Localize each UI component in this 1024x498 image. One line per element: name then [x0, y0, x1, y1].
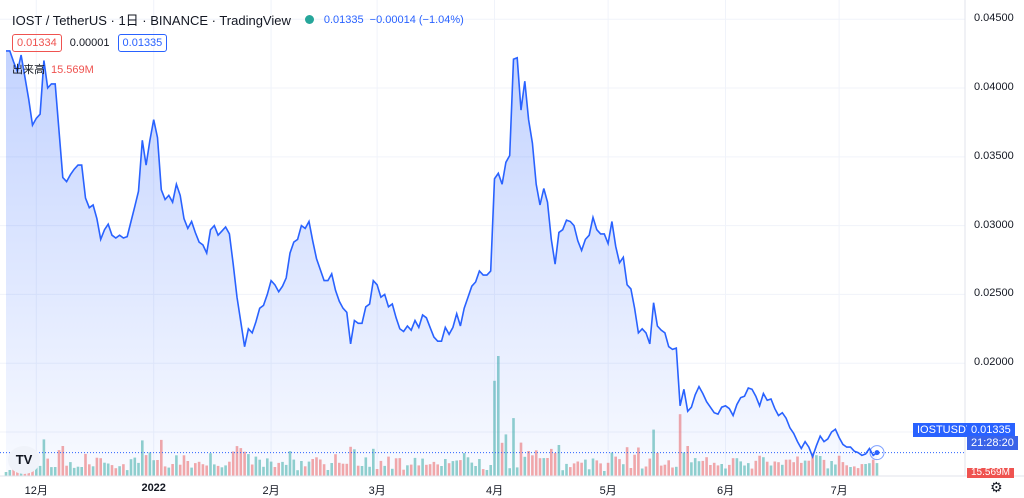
price-line	[6, 50, 878, 460]
bid-ask-row: 0.01334 0.00001 0.01335	[12, 34, 168, 52]
price-tick-label: 0.04000	[974, 81, 1014, 94]
tradingview-logo-icon[interactable]: TV	[8, 446, 40, 474]
price-tick-label: 0.02000	[974, 356, 1014, 369]
gear-icon[interactable]: ⚙	[990, 479, 1003, 495]
price-tick-label: 0.03500	[974, 149, 1014, 162]
buy-price-button[interactable]: 0.01335	[117, 34, 168, 52]
sell-price-button[interactable]: 0.01334	[12, 34, 62, 52]
time-tick-label: 5月	[599, 485, 617, 497]
time-tick-label: 7月	[830, 485, 848, 497]
time-tick-label: 6月	[716, 485, 735, 497]
price-area-fill	[6, 50, 877, 477]
time-tick-label: 2月	[262, 485, 280, 497]
symbol-title[interactable]: IOST / TetherUS · 1日 · BINANCE · Trading…	[12, 13, 291, 28]
time-tick-label: 4月	[485, 485, 504, 497]
chart-header: IOST / TetherUS · 1日 · BINANCE · Trading…	[12, 10, 464, 29]
volume-value: 15.569M	[51, 64, 94, 76]
market-open-dot-icon	[304, 15, 314, 24]
price-tick-label: 0.02500	[974, 287, 1014, 300]
price-tick-label: 0.03000	[974, 218, 1014, 231]
price-tick-label: 0.04500	[974, 12, 1014, 25]
last-price-marker-ring	[869, 445, 885, 461]
volume-legend[interactable]: 出来高 15.569M	[12, 61, 94, 77]
price-change-value: −0.00014 (−1.04%)	[369, 13, 464, 26]
volume-label: 出来高	[12, 64, 45, 76]
time-tick-label: 3月	[368, 485, 386, 497]
last-price-marker	[874, 450, 880, 456]
spread-value: 0.00001	[69, 37, 110, 49]
price-badge: 0.01335	[967, 423, 1015, 437]
countdown-badge: 21:28:20	[967, 436, 1018, 450]
time-tick-label: 2022	[141, 482, 166, 494]
volume-badge: 15.569M	[967, 468, 1014, 478]
symbol-badge: IOSTUSDT	[913, 423, 977, 437]
time-tick-label: 12月	[24, 485, 48, 497]
last-price-value: 0.01335	[323, 13, 364, 26]
